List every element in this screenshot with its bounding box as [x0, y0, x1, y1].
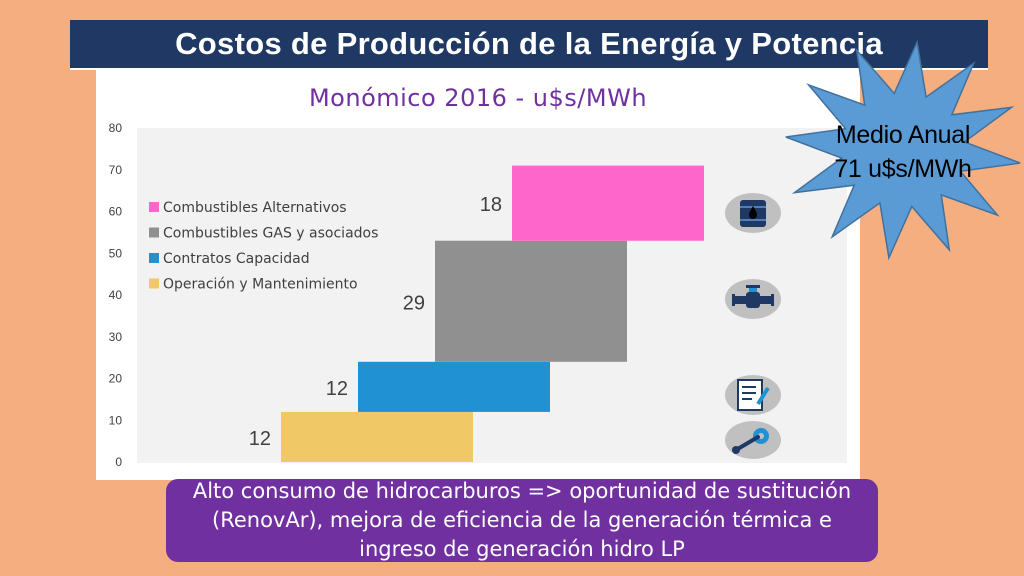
y-tick-label: 10	[109, 413, 123, 427]
legend-swatch	[149, 227, 159, 238]
legend-label: Contratos Capacidad	[163, 251, 310, 267]
y-tick-label: 20	[109, 372, 123, 386]
y-tick-label: 30	[109, 330, 123, 344]
legend: Combustibles Alternativos Combustibles GA…	[149, 200, 378, 293]
legend-swatch	[149, 278, 159, 289]
data-label: 12	[326, 378, 348, 400]
contract-document-icon	[724, 374, 782, 421]
bars	[281, 165, 704, 462]
note-box: Alto consumo de hidrocarburos => oportun…	[166, 479, 878, 562]
legend-swatch	[149, 253, 159, 263]
oil-barrel-icon	[724, 192, 782, 239]
title-bar: Costos de Producción de la Energía y Pot…	[70, 20, 988, 70]
legend-label: Operación y Mantenimiento	[163, 277, 358, 293]
bar-contratos-capacidad	[358, 361, 550, 412]
wrench-gear-icon	[724, 420, 782, 465]
y-tick-label: 70	[109, 163, 123, 177]
callout-text: Medio Anual 71 u$s/MWh	[808, 118, 998, 186]
legend-swatch	[149, 202, 159, 212]
y-tick-label: 40	[109, 288, 123, 302]
note-text: Alto consumo de hidrocarburos => oportun…	[192, 479, 852, 561]
chart-title: Monómico 2016 - u$s/MWh	[308, 84, 648, 112]
callout-line-2: 71 u$s/MWh	[834, 155, 972, 183]
gas-pipe-icon	[724, 278, 782, 325]
page-title: Costos de Producción de la Energía y Pot…	[175, 26, 883, 61]
bar-operaci-n-y-mantenimiento	[281, 411, 473, 462]
data-labels: 12 12 29 18	[249, 194, 502, 450]
y-axis: 0 10 20 30 40 50 60 70 80	[109, 121, 123, 469]
callout-line-1: Medio Anual	[835, 121, 971, 149]
y-tick-label: 80	[109, 121, 123, 135]
legend-label: Combustibles GAS y asociados	[163, 226, 378, 242]
starburst-shape	[785, 39, 1021, 261]
y-tick-label: 60	[109, 205, 123, 219]
bar-combustibles-gas-y-asociados	[435, 240, 627, 362]
data-label: 18	[480, 194, 502, 216]
bar-combustibles-alternativos	[512, 165, 704, 241]
y-tick-label: 0	[115, 455, 122, 469]
y-tick-label: 50	[109, 246, 123, 260]
legend-label: Combustibles Alternativos	[163, 200, 347, 216]
data-label: 29	[403, 292, 425, 314]
data-label: 12	[249, 428, 271, 450]
